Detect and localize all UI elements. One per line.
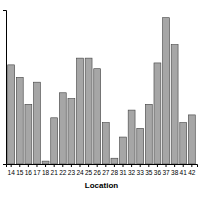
x-tick: 22 — [59, 164, 67, 176]
x-tick-label: 17 — [33, 169, 41, 176]
bar — [34, 82, 41, 164]
x-tick-label: 24 — [76, 169, 84, 176]
bar — [85, 58, 92, 164]
x-tick-label: 41 — [180, 169, 188, 176]
x-tick-label: 38 — [171, 169, 179, 176]
x-tick-mark — [114, 164, 115, 167]
x-tick-mark — [148, 164, 149, 167]
bar — [102, 123, 109, 164]
bar — [8, 65, 15, 164]
x-tick: 14 — [8, 164, 16, 176]
x-tick-mark — [71, 164, 72, 167]
bar — [94, 69, 101, 164]
x-tick-label: 26 — [94, 169, 102, 176]
x-tick: 35 — [145, 164, 153, 176]
x-axis-title: Location — [85, 181, 118, 190]
bar — [120, 137, 127, 164]
x-tick-label: 15 — [16, 169, 24, 176]
x-tick-mark — [79, 164, 80, 167]
x-tick-mark — [131, 164, 132, 167]
x-tick: 38 — [171, 164, 179, 176]
x-tick: 27 — [102, 164, 110, 176]
x-tick-label: 37 — [162, 169, 170, 176]
x-tick: 26 — [94, 164, 102, 176]
bar — [137, 128, 144, 164]
x-tick: 32 — [128, 164, 136, 176]
x-tick-mark — [11, 164, 12, 167]
bar — [51, 118, 58, 164]
x-tick: 25 — [85, 164, 93, 176]
x-tick-label: 14 — [8, 169, 16, 176]
x-tick-mark — [183, 164, 184, 167]
bar — [128, 110, 135, 164]
x-tick-label: 21 — [51, 169, 59, 176]
x-tick-mark — [97, 164, 98, 167]
bar — [42, 161, 49, 164]
x-tick: 24 — [76, 164, 84, 176]
x-tick-label: 23 — [68, 169, 76, 176]
bar — [180, 123, 187, 164]
x-tick-mark — [19, 164, 20, 167]
bars — [8, 18, 196, 164]
x-tick: 17 — [33, 164, 41, 176]
x-tick-label: 27 — [102, 169, 110, 176]
x-tick-mark — [105, 164, 106, 167]
x-tick: 23 — [68, 164, 76, 176]
x-tick-label: 16 — [25, 169, 33, 176]
x-tick: 15 — [16, 164, 24, 176]
bar — [163, 18, 170, 164]
x-tick-mark — [28, 164, 29, 167]
y-axis-line — [3, 11, 7, 165]
x-tick-mark — [174, 164, 175, 167]
x-tick-mark — [123, 164, 124, 167]
x-tick-label: 35 — [145, 169, 153, 176]
x-tick-label: 25 — [85, 169, 93, 176]
bar — [111, 158, 118, 164]
x-tick-label: 42 — [188, 169, 196, 176]
y-axis — [3, 11, 7, 165]
x-tick-mark — [36, 164, 37, 167]
bar — [16, 77, 23, 164]
x-tick-mark — [140, 164, 141, 167]
bar — [171, 45, 178, 164]
x-tick-mark — [54, 164, 55, 167]
x-tick: 42 — [188, 164, 196, 176]
x-tick: 31 — [119, 164, 127, 176]
x-tick-mark — [45, 164, 46, 167]
x-tick: 28 — [111, 164, 119, 176]
bar — [145, 104, 152, 164]
x-tick-label: 22 — [59, 169, 67, 176]
x-tick-mark — [157, 164, 158, 167]
x-tick-mark — [62, 164, 63, 167]
x-tick-mark — [191, 164, 192, 167]
bar — [154, 63, 161, 164]
x-tick: 16 — [25, 164, 33, 176]
x-tick-label: 31 — [119, 169, 127, 176]
x-tick-label: 36 — [154, 169, 162, 176]
x-tick: 36 — [154, 164, 162, 176]
bar — [188, 115, 195, 164]
bar — [68, 99, 75, 164]
chart: 1415161718212223242526272831323335363738… — [0, 0, 200, 200]
x-tick: 37 — [162, 164, 170, 176]
x-tick-label: 18 — [42, 169, 50, 176]
x-tick: 41 — [180, 164, 188, 176]
x-tick-label: 28 — [111, 169, 119, 176]
x-tick-mark — [166, 164, 167, 167]
x-tick: 18 — [42, 164, 50, 176]
x-tick-label: 32 — [128, 169, 136, 176]
x-tick: 21 — [51, 164, 59, 176]
x-tick-label: 33 — [137, 169, 145, 176]
x-tick-mark — [88, 164, 89, 167]
x-tick: 33 — [137, 164, 145, 176]
bar — [59, 93, 66, 164]
plot: 1415161718212223242526272831323335363738… — [3, 11, 198, 176]
x-axis: 1415161718212223242526272831323335363738… — [7, 164, 198, 176]
bar — [77, 58, 84, 164]
bar — [25, 104, 32, 164]
x-axis-line — [7, 165, 198, 168]
